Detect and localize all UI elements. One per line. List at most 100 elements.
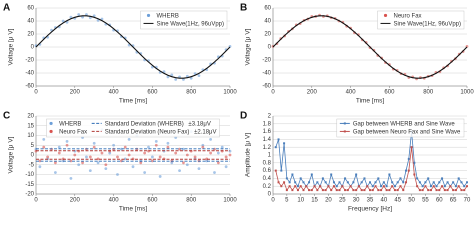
line-marker	[407, 157, 410, 160]
y-axis-label: Voltage [μ V]	[8, 136, 15, 173]
y-tick-label: -20	[25, 58, 34, 64]
y-tick-label: 10	[27, 133, 34, 139]
x-tick-label: 0	[34, 198, 38, 204]
scatter-point	[143, 151, 147, 155]
line-marker	[308, 181, 311, 184]
line-marker	[285, 189, 288, 192]
scatter-point	[127, 138, 131, 141]
line-marker	[319, 185, 322, 188]
line-marker	[316, 181, 319, 184]
line-marker	[443, 189, 446, 192]
scatter-point	[170, 161, 174, 165]
scatter-point	[216, 151, 220, 155]
scatter-point	[213, 171, 216, 174]
legend-label: WHERB	[59, 121, 81, 127]
line-marker	[299, 177, 302, 180]
legend-item: Neuro Fax	[383, 13, 422, 19]
line-marker	[296, 185, 299, 188]
line-marker	[416, 185, 419, 188]
panel-letter: D	[240, 111, 247, 122]
line-marker	[388, 173, 391, 176]
x-tick-label: 0	[34, 90, 38, 96]
x-tick-label: 1000	[223, 90, 237, 96]
legend: Neuro Fax Sine Wave(1Hz, 96uVpp)	[377, 10, 465, 30]
x-tick-label: 35	[367, 198, 374, 204]
x-tick-label: 400	[109, 198, 120, 204]
line-marker	[302, 189, 305, 192]
panel-letter: A	[3, 3, 10, 14]
legend-box	[140, 10, 228, 30]
line-marker	[288, 185, 291, 188]
scatter-point	[147, 145, 150, 149]
x-tick-label: 200	[70, 198, 81, 204]
scatter-point	[88, 169, 92, 173]
legend-label: Gap between WHERB and Sine Wave	[353, 121, 455, 127]
legend-box	[336, 118, 465, 138]
legend-label: Neuro Fax	[59, 129, 87, 135]
y-tick-label: 5	[31, 143, 35, 149]
line-marker	[274, 169, 277, 172]
y-tick-label: 0.6	[263, 168, 272, 174]
x-tick-label: 600	[147, 198, 158, 204]
line-marker	[452, 189, 455, 192]
y-tick-label: -40	[25, 71, 34, 77]
legend: WHERB Neuro Fax Standard Deviation (WHERB)…	[46, 118, 220, 138]
scatter-point	[127, 153, 131, 157]
scatter-point	[104, 163, 108, 167]
y-tick-label: -20	[25, 192, 34, 198]
scatter-point	[57, 151, 61, 155]
x-axis-label: Time [ms]	[356, 98, 384, 105]
line-marker	[429, 185, 432, 188]
line-marker	[330, 189, 333, 192]
line-marker	[283, 142, 286, 145]
line-marker	[330, 173, 333, 176]
y-tick-label: 0.2	[263, 184, 272, 190]
scatter-point	[228, 153, 232, 157]
legend-label: Sine Wave(1Hz, 96uVpp)	[394, 21, 461, 27]
legend-marker	[146, 13, 151, 18]
scatter-point	[65, 143, 69, 147]
line-marker	[460, 181, 463, 184]
legend-label: Neuro Fax	[59, 129, 87, 135]
line-marker	[360, 189, 363, 192]
legend-item: WHERB	[49, 121, 81, 127]
y-tick-label: 20	[264, 32, 271, 38]
y-tick-label: -60	[25, 84, 34, 90]
legend-item: Standard Deviation (Neuro Fax) ±2.18μV	[91, 129, 217, 135]
line-marker	[374, 181, 377, 184]
y-tick-label: 1.4	[263, 137, 272, 143]
legend-label: Gap between Neuro Fax and Sine Wave	[353, 129, 461, 135]
line-marker	[302, 181, 305, 184]
line-marker	[296, 189, 299, 192]
scatter-point	[182, 161, 185, 165]
line-marker	[305, 185, 308, 188]
legend-label: Standard Deviation (Neuro Fax)	[105, 129, 190, 135]
line-marker	[427, 177, 430, 180]
scatter-point	[108, 151, 112, 155]
legend-label: Standard Deviation (Neuro Fax) ±2.18μV	[105, 129, 217, 135]
line-marker	[360, 181, 363, 184]
scatter-point	[42, 145, 46, 149]
scatter-point	[88, 155, 92, 159]
series-line	[35, 15, 231, 79]
scatter-point	[69, 177, 73, 180]
y-tick-label: 0	[31, 45, 35, 51]
panel-letter: C	[3, 111, 10, 122]
scatter-point	[158, 175, 162, 178]
scatter-point	[46, 155, 50, 159]
y-tick-label: -10	[25, 172, 34, 178]
x-tick-label: 400	[109, 90, 120, 96]
legend-item: WHERB	[146, 13, 179, 19]
legend-label: Gap between Neuro Fax and Sine Wave	[353, 129, 461, 135]
scatter-point	[224, 165, 228, 169]
legend-marker	[383, 13, 388, 18]
scatter-point	[139, 161, 143, 165]
line-marker	[443, 185, 446, 188]
scatter-point	[228, 149, 232, 153]
x-tick-label: 40	[381, 198, 388, 204]
scatter-point	[123, 145, 127, 149]
legend-marker	[49, 121, 53, 126]
legend-item: Neuro Fax	[49, 129, 87, 135]
